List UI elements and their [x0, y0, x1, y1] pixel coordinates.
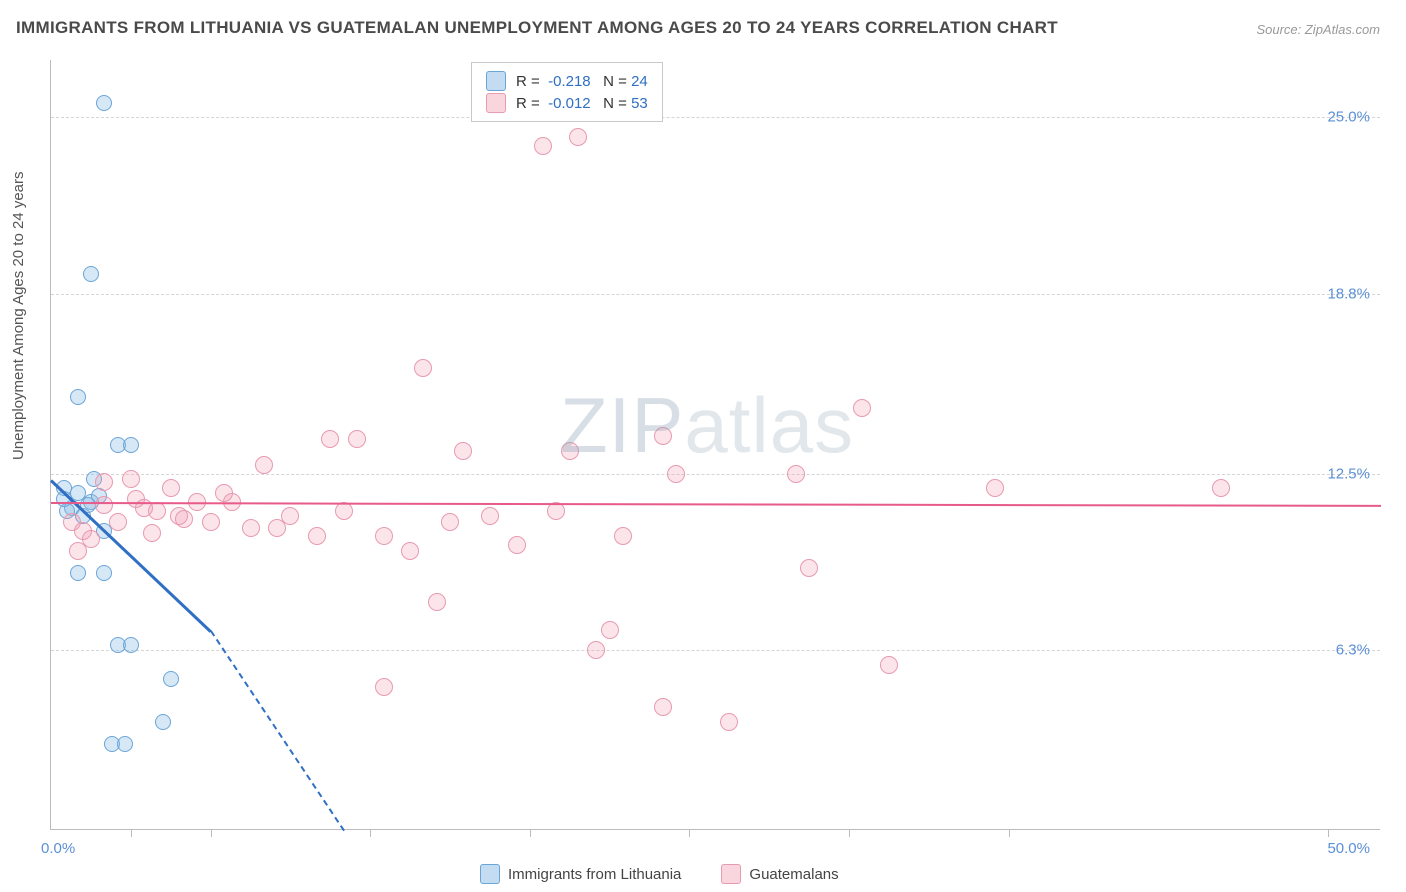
- data-point: [127, 490, 145, 508]
- data-point: [654, 698, 672, 716]
- data-point: [96, 95, 112, 111]
- legend-row: R = -0.012 N = 53: [486, 93, 648, 113]
- data-point: [123, 437, 139, 453]
- trend-line: [210, 631, 345, 832]
- data-point: [202, 513, 220, 531]
- xtick: [1009, 829, 1010, 837]
- data-point: [70, 565, 86, 581]
- data-point: [83, 266, 99, 282]
- data-point: [720, 713, 738, 731]
- data-point: [308, 527, 326, 545]
- data-point: [508, 536, 526, 554]
- data-point: [800, 559, 818, 577]
- ytick-label: 25.0%: [1327, 109, 1370, 126]
- chart-title: IMMIGRANTS FROM LITHUANIA VS GUATEMALAN …: [16, 18, 1058, 38]
- data-point: [95, 473, 113, 491]
- data-point: [569, 128, 587, 146]
- data-point: [481, 507, 499, 525]
- data-point: [614, 527, 632, 545]
- xtick: [849, 829, 850, 837]
- xtick: [370, 829, 371, 837]
- data-point: [122, 470, 140, 488]
- ytick-label: 6.3%: [1336, 642, 1370, 659]
- legend-bottom: Immigrants from Lithuania Guatemalans: [480, 864, 839, 884]
- data-point: [95, 496, 113, 514]
- data-point: [69, 542, 87, 560]
- data-point: [601, 621, 619, 639]
- gridline: [51, 474, 1380, 475]
- data-point: [175, 510, 193, 528]
- data-point: [255, 456, 273, 474]
- data-point: [441, 513, 459, 531]
- data-point: [96, 565, 112, 581]
- xtick: [1328, 829, 1329, 837]
- data-point: [414, 359, 432, 377]
- swatch-blue-icon: [480, 864, 500, 884]
- legend-correlation: R = -0.218 N = 24 R = -0.012 N = 53: [471, 62, 663, 122]
- data-point: [375, 527, 393, 545]
- data-point: [143, 524, 161, 542]
- data-point: [375, 678, 393, 696]
- legend-row: R = -0.218 N = 24: [486, 71, 648, 91]
- plot-area: 6.3%12.5%18.8%25.0%0.0%50.0%R = -0.218 N…: [50, 60, 1380, 830]
- swatch-icon: [486, 93, 506, 113]
- gridline: [51, 294, 1380, 295]
- xtick: [211, 829, 212, 837]
- data-point: [70, 389, 86, 405]
- data-point: [428, 593, 446, 611]
- ytick-label: 12.5%: [1327, 465, 1370, 482]
- x-max-label: 50.0%: [1327, 840, 1370, 857]
- legend-label: Guatemalans: [749, 866, 838, 883]
- data-point: [853, 399, 871, 417]
- y-axis-label: Unemployment Among Ages 20 to 24 years: [10, 171, 27, 460]
- data-point: [109, 513, 127, 531]
- xtick: [689, 829, 690, 837]
- gridline: [51, 650, 1380, 651]
- data-point: [787, 465, 805, 483]
- data-point: [880, 656, 898, 674]
- legend-item-guatemalans: Guatemalans: [721, 864, 838, 884]
- data-point: [667, 465, 685, 483]
- ytick-label: 18.8%: [1327, 285, 1370, 302]
- xtick: [131, 829, 132, 837]
- xtick: [530, 829, 531, 837]
- data-point: [163, 671, 179, 687]
- data-point: [1212, 479, 1230, 497]
- legend-item-lithuania: Immigrants from Lithuania: [480, 864, 681, 884]
- data-point: [281, 507, 299, 525]
- legend-text: R = -0.012 N = 53: [516, 95, 648, 112]
- data-point: [654, 427, 672, 445]
- data-point: [986, 479, 1004, 497]
- data-point: [587, 641, 605, 659]
- data-point: [561, 442, 579, 460]
- data-point: [123, 637, 139, 653]
- data-point: [454, 442, 472, 460]
- data-point: [401, 542, 419, 560]
- data-point: [117, 736, 133, 752]
- data-point: [242, 519, 260, 537]
- legend-label: Immigrants from Lithuania: [508, 866, 681, 883]
- data-point: [534, 137, 552, 155]
- swatch-icon: [486, 71, 506, 91]
- x-origin-label: 0.0%: [41, 840, 75, 857]
- data-point: [162, 479, 180, 497]
- trend-line: [51, 502, 1381, 507]
- data-point: [148, 502, 166, 520]
- swatch-pink-icon: [721, 864, 741, 884]
- source-label: Source: ZipAtlas.com: [1256, 22, 1380, 37]
- data-point: [155, 714, 171, 730]
- data-point: [321, 430, 339, 448]
- gridline: [51, 117, 1380, 118]
- data-point: [348, 430, 366, 448]
- legend-text: R = -0.218 N = 24: [516, 73, 648, 90]
